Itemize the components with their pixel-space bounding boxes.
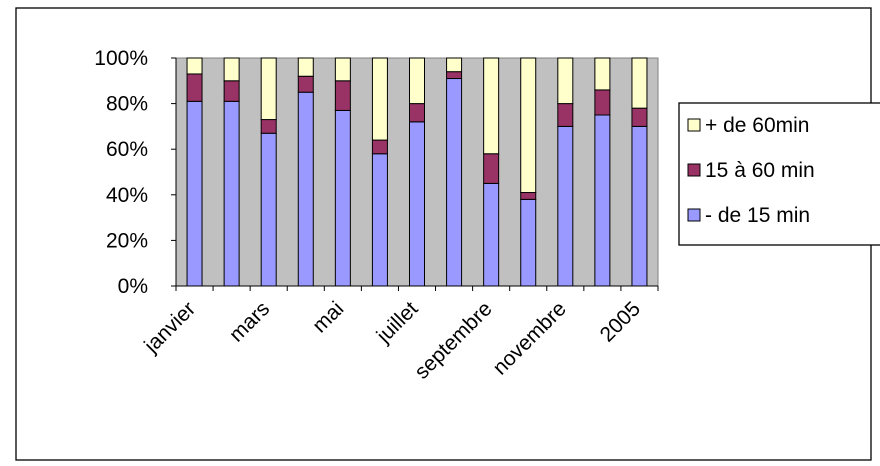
bar-segment [371, 139, 388, 155]
bars [186, 57, 648, 287]
bar-segment [520, 192, 537, 200]
bar-segment [334, 57, 351, 82]
bar-segment [186, 100, 203, 287]
y-tick-label: 40% [106, 184, 148, 207]
bar-segment [260, 132, 277, 287]
bar-segment [186, 73, 203, 102]
bar-segment [594, 89, 611, 116]
bar-segment [520, 57, 537, 194]
bar-segment [446, 71, 463, 80]
bar-segment [483, 153, 500, 184]
bar-segment [223, 57, 240, 82]
bar-segment [371, 153, 388, 287]
y-tick-label: 80% [106, 93, 148, 116]
bar-segment [520, 198, 537, 287]
bar-segment [223, 80, 240, 102]
bar-segment [186, 57, 203, 75]
bar-segment [409, 121, 425, 287]
bar-segment [557, 103, 574, 127]
legend-label: - de 15 min [705, 204, 810, 227]
bar-segment [297, 57, 314, 77]
bar-segment [334, 80, 351, 111]
legend-swatch [687, 208, 701, 222]
bar-segment [446, 57, 463, 73]
bar-segment [297, 75, 314, 93]
legend: + de 60min 15 à 60 min - de 15 min [678, 102, 880, 246]
bar-segment [483, 182, 500, 287]
bar-segment [594, 114, 611, 287]
bar-segment [631, 125, 648, 287]
bar-segment [260, 119, 277, 134]
bar-segment [297, 91, 314, 287]
legend-label: 15 à 60 min [705, 159, 815, 182]
bar-segment [371, 57, 388, 141]
legend-swatch [687, 163, 701, 177]
bar-segment [334, 109, 351, 287]
bar-segment [409, 103, 425, 123]
bar-segment [594, 57, 611, 91]
legend-label: + de 60min [705, 114, 810, 137]
legend-box [678, 102, 880, 246]
bar-segment [557, 57, 574, 105]
bar-segment [557, 125, 574, 287]
y-tick-label: 100% [94, 47, 148, 70]
bar-segment [631, 107, 648, 127]
y-tick-label: 60% [106, 138, 148, 161]
y-axis: 0% 20% 40% 60% 80% 100% [94, 47, 177, 298]
y-tick-label: 20% [106, 229, 148, 252]
bar-segment [409, 57, 425, 105]
bar-segment [446, 78, 463, 287]
legend-swatch [687, 118, 701, 132]
bar-segment [223, 100, 240, 287]
bar-segment [260, 57, 277, 121]
bar-segment [631, 57, 648, 109]
bar-segment [483, 57, 500, 155]
y-tick-label: 0% [118, 275, 148, 298]
